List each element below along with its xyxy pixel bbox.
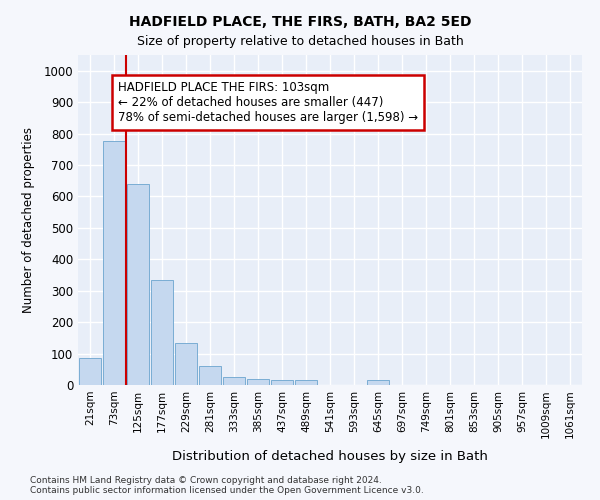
Y-axis label: Number of detached properties: Number of detached properties [22,127,35,313]
Text: Contains HM Land Registry data © Crown copyright and database right 2024.
Contai: Contains HM Land Registry data © Crown c… [30,476,424,495]
Bar [295,380,317,385]
Bar [175,342,197,385]
X-axis label: Distribution of detached houses by size in Bath: Distribution of detached houses by size … [172,450,488,462]
Bar [151,280,173,385]
Bar [271,380,293,385]
Bar [199,366,221,385]
Text: HADFIELD PLACE, THE FIRS, BATH, BA2 5ED: HADFIELD PLACE, THE FIRS, BATH, BA2 5ED [129,15,471,29]
Text: Size of property relative to detached houses in Bath: Size of property relative to detached ho… [137,35,463,48]
Bar [223,377,245,385]
Bar [127,184,149,385]
Bar [103,142,125,385]
Bar [247,378,269,385]
Bar [79,358,101,385]
Text: HADFIELD PLACE THE FIRS: 103sqm
← 22% of detached houses are smaller (447)
78% o: HADFIELD PLACE THE FIRS: 103sqm ← 22% of… [118,82,418,124]
Bar [367,380,389,385]
